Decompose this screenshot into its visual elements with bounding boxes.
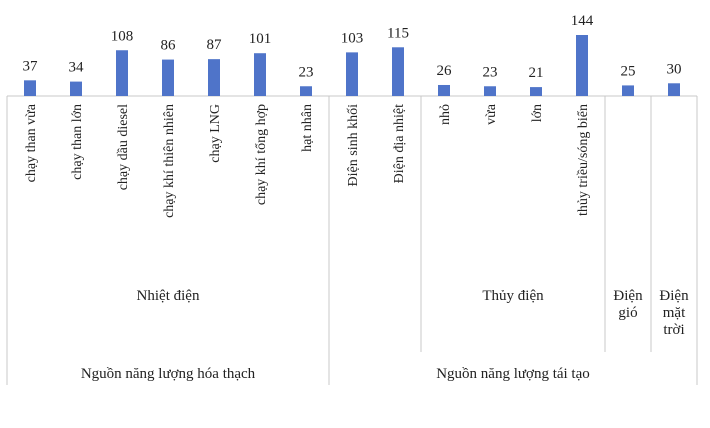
value-label: 21	[529, 65, 544, 81]
category-label: hạt nhân	[300, 104, 315, 152]
bar	[254, 53, 266, 96]
bar	[438, 84, 450, 96]
value-label: 25	[621, 63, 636, 79]
group-label-word: Điện	[659, 288, 689, 304]
value-label: 144	[571, 13, 594, 29]
bar	[346, 52, 358, 96]
value-label: 23	[483, 64, 498, 80]
value-label: 108	[111, 28, 134, 44]
value-label: 87	[207, 37, 223, 53]
bar	[530, 87, 542, 96]
value-label: 23	[299, 64, 314, 80]
bar	[484, 86, 496, 96]
group-label-word: mặt	[663, 305, 686, 321]
category-label: vừa	[484, 103, 499, 125]
value-label: 101	[249, 31, 272, 47]
category-label: thủy triều/sóng biển	[576, 104, 591, 216]
group-label: Nhiệt điện	[137, 288, 200, 304]
bar	[24, 80, 36, 96]
value-label: 115	[387, 25, 409, 41]
bar	[622, 85, 634, 96]
value-label: 103	[341, 30, 364, 46]
supergroup-label: Nguồn năng lượng tái tạo	[436, 366, 590, 382]
category-label: chạy than vừa	[24, 103, 39, 182]
bar	[300, 86, 312, 96]
category-label: chạy khí tổng hợp	[254, 104, 269, 205]
group-label-word: trời	[663, 322, 684, 338]
group-label-word: gió	[618, 305, 637, 321]
bar	[392, 47, 404, 96]
category-label: lớn	[530, 104, 545, 122]
group-label-word: Điện	[613, 288, 643, 304]
bar	[576, 35, 588, 96]
value-label: 34	[69, 60, 85, 76]
value-label: 86	[161, 38, 177, 54]
bar	[668, 83, 680, 96]
value-label: 26	[437, 63, 453, 79]
group-label: Thủy điện	[482, 288, 544, 304]
category-label: chạy dầu diesel	[116, 104, 131, 190]
category-label: nhỏ	[438, 104, 453, 125]
category-label: Điện địa nhiệt	[392, 104, 407, 183]
bar	[70, 81, 82, 96]
category-label: chạy khí thiên nhiên	[162, 104, 177, 218]
category-label: Điện sinh khối	[346, 104, 361, 187]
category-label: chạy than lớn	[70, 104, 85, 180]
bar	[116, 50, 128, 96]
bar	[162, 59, 174, 96]
supergroup-label: Nguồn năng lượng hóa thạch	[81, 366, 256, 382]
category-label: chạy LNG	[208, 104, 223, 163]
bar	[208, 59, 220, 96]
value-label: 37	[23, 58, 39, 74]
value-label: 30	[667, 61, 682, 77]
